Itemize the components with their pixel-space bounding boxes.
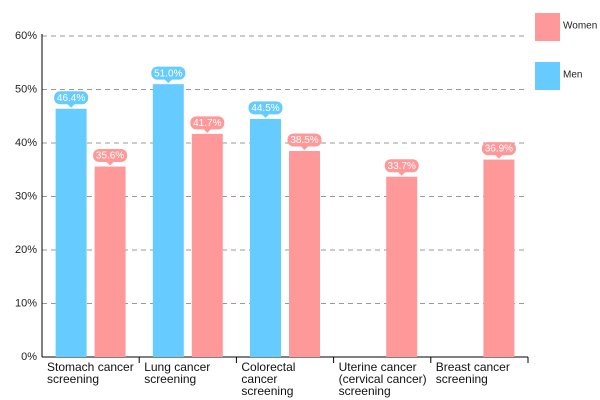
- bar: [191, 133, 223, 357]
- value-label-bg: [248, 101, 283, 115]
- x-tick-label: Lung cancer screening: [144, 360, 211, 386]
- legend-label: Women: [563, 21, 597, 32]
- value-label: 38.5%: [290, 135, 318, 146]
- value-label: 46.4%: [57, 93, 85, 104]
- value-label: 44.5%: [251, 103, 279, 114]
- value-label: 35.6%: [96, 151, 124, 162]
- value-label-bg: [287, 133, 322, 147]
- value-label-pointer: [67, 103, 76, 108]
- bar: [55, 108, 87, 357]
- value-label-pointer: [164, 79, 173, 84]
- value-label-bg: [54, 91, 89, 105]
- value-label: 36.9%: [485, 144, 513, 155]
- y-tick-label: 40%: [15, 137, 37, 149]
- y-tick-label: 20%: [15, 244, 37, 256]
- value-label-bg: [190, 116, 225, 130]
- y-tick-label: 30%: [15, 190, 37, 202]
- bar: [386, 176, 418, 357]
- value-label-bg: [384, 159, 419, 173]
- legend-swatch: [535, 62, 560, 90]
- y-tick-label: 60%: [15, 30, 37, 42]
- y-tick-label: 0%: [21, 351, 37, 363]
- value-label-pointer: [106, 161, 115, 166]
- value-label-bg: [151, 66, 186, 80]
- bar: [152, 84, 184, 358]
- value-label: 33.7%: [388, 161, 416, 172]
- x-tick-label: Breast cancer screening: [435, 360, 510, 386]
- value-label-pointer: [494, 154, 503, 159]
- y-tick-label: 50%: [15, 83, 37, 95]
- legend-swatch: [535, 13, 560, 41]
- value-label-bg: [481, 142, 516, 156]
- value-label-pointer: [203, 128, 212, 133]
- bar: [289, 151, 320, 357]
- legend-label: Men: [563, 70, 582, 81]
- y-tick-label: 10%: [15, 297, 37, 309]
- value-label-pointer: [261, 113, 270, 118]
- bar: [250, 118, 281, 357]
- x-tick-label: Uterine cancer (cervical cancer) screeni…: [338, 360, 427, 398]
- value-label-pointer: [300, 146, 309, 151]
- bar: [483, 159, 515, 357]
- bar: [94, 166, 126, 357]
- value-label-bg: [93, 149, 128, 163]
- x-tick-label: Stomach cancer screening: [47, 360, 134, 386]
- value-label-pointer: [397, 171, 406, 176]
- x-tick-label: Colorectal cancer screening: [241, 360, 296, 398]
- value-label: 51.0%: [154, 68, 182, 79]
- value-label: 41.7%: [193, 118, 221, 129]
